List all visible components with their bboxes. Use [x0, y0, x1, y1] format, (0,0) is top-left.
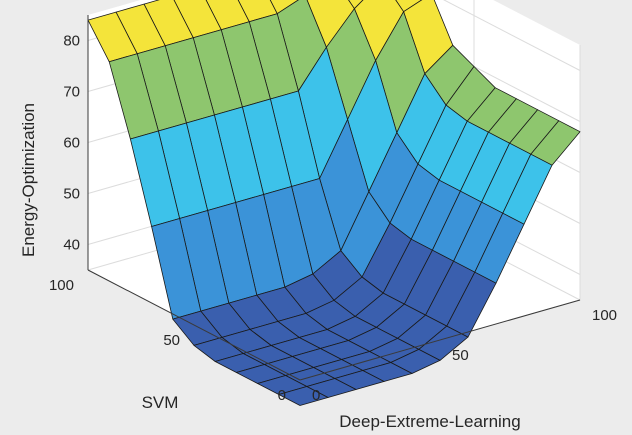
surface-patch	[395, 0, 423, 13]
x-axis-line	[299, 299, 581, 381]
x-axis-label: Deep-Extreme-Learning	[339, 412, 520, 431]
z-tick-label: 60	[63, 135, 80, 152]
z-tick-label: 50	[63, 186, 80, 203]
tick-labels: 40 50 60 70 80 0 50 100 0 50 100	[49, 33, 617, 405]
z-tick-label: 80	[63, 33, 80, 50]
surface-patch	[348, 0, 364, 10]
z-axis-label: Energy-Optimization	[19, 103, 38, 257]
z-tick-label: 40	[63, 237, 80, 254]
surface-mesh	[87, 0, 581, 406]
x-tick-label: 50	[452, 347, 469, 364]
axis-lines	[87, 15, 581, 381]
x-tick-label: 100	[592, 307, 617, 324]
y-tick-label: 100	[49, 277, 74, 294]
z-tick-label: 70	[63, 84, 80, 101]
y-axis-label: SVM	[142, 393, 179, 412]
y-tick-label: 0	[278, 387, 286, 404]
surface-patch	[278, 386, 329, 406]
y-axis-line	[87, 269, 301, 381]
x-tick-label: 0	[312, 387, 320, 404]
y-tick-label: 50	[163, 332, 180, 349]
